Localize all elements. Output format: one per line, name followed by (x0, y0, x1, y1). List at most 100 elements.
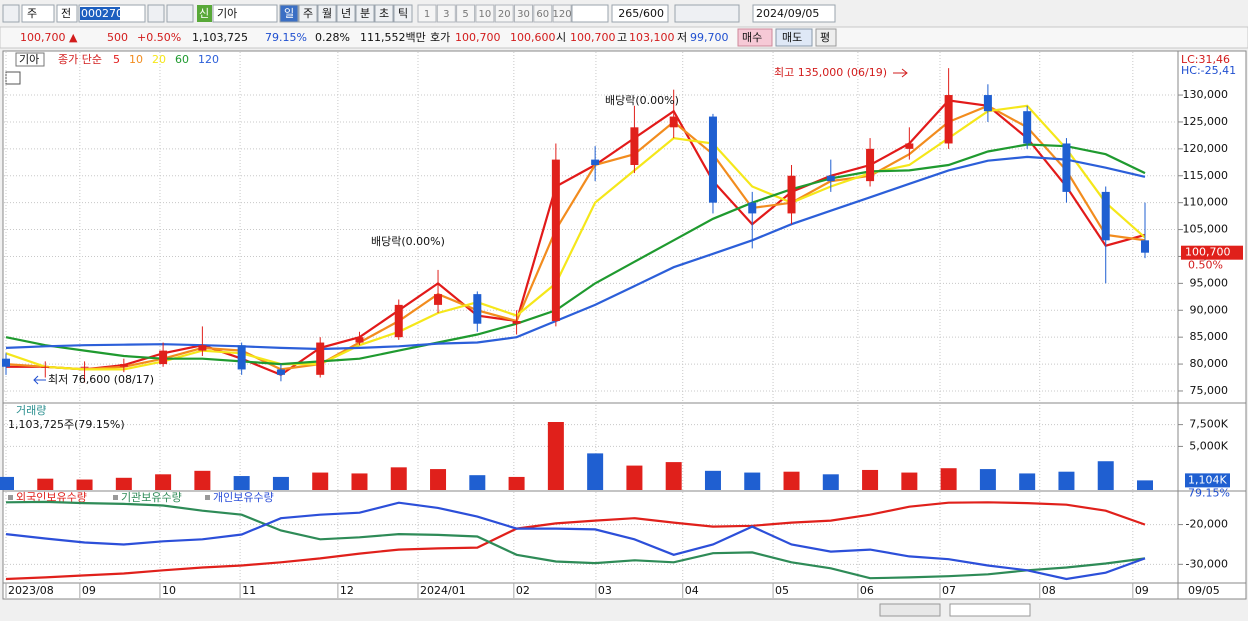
count: 265/600 (618, 7, 664, 20)
x-tick-label: 12 (340, 584, 354, 597)
prev: 전 (61, 7, 71, 20)
last-price: 100,700 (1185, 246, 1231, 259)
interval-button[interactable] (494, 4, 514, 23)
change: 500 (107, 31, 128, 44)
x-tick-label: 11 (242, 584, 256, 597)
series-line (5, 501, 1146, 581)
badge-box (197, 5, 212, 22)
x-tick-label: 02 (516, 584, 530, 597)
period-button[interactable] (298, 4, 318, 23)
menu-button[interactable] (2, 4, 20, 23)
interval-button[interactable] (514, 4, 533, 23)
candle-body (748, 202, 757, 214)
scroll-track[interactable] (949, 603, 1031, 617)
volume-bar (37, 478, 54, 490)
x-tick-label: 04 (685, 584, 699, 597)
y-tick-label: 90,000 (1190, 303, 1229, 316)
y-tick-label: 110,000 (1183, 196, 1229, 209)
date-input[interactable] (752, 4, 836, 23)
volume-bar (508, 476, 525, 490)
last-volume-rate: 79.15% (1188, 486, 1230, 499)
low: 99,700 (690, 31, 729, 44)
volume-bar (901, 472, 918, 490)
price: 100,700 ▲ (20, 31, 78, 44)
prev-button[interactable] (56, 4, 78, 23)
candle-body (1141, 240, 1149, 253)
bid-label: 호가 (430, 31, 450, 44)
period-button[interactable] (393, 4, 413, 23)
interval: 60 (536, 9, 549, 20)
candle-body (866, 148, 875, 182)
badge: 신 (199, 7, 209, 20)
candle-body (434, 294, 443, 305)
interval-button[interactable] (456, 4, 476, 23)
search-button[interactable] (147, 4, 165, 23)
y-tick-label: 130,000 (1183, 88, 1229, 101)
y-tick-label: 115,000 (1183, 169, 1229, 182)
volume-bar (233, 476, 250, 490)
interval-button[interactable] (533, 4, 553, 23)
candle-body (669, 116, 678, 128)
nav-buttons[interactable] (879, 603, 941, 617)
interval: 30 (517, 9, 530, 20)
y-tick-label: 105,000 (1183, 223, 1229, 236)
x-tick-label: 07 (942, 584, 956, 597)
code: 000270 (81, 7, 123, 20)
eval: 평 (820, 31, 830, 44)
x-tick-label: 09 (1135, 584, 1149, 597)
legend-entry: 외국인보유수량 (16, 491, 87, 504)
interval: 5 (462, 9, 468, 20)
count-box[interactable] (611, 4, 669, 23)
candle-body (276, 369, 285, 375)
candle-body (591, 159, 600, 165)
legend-title: 종가 단순 (58, 53, 102, 66)
annotation: 최저 76,600 (08/17) (48, 373, 154, 386)
open-label: 시 (556, 31, 566, 44)
annotation: 최고 135,000 (06/19) (774, 66, 887, 79)
candle-body (944, 95, 953, 144)
volume-bar (547, 422, 564, 490)
annotation-arrow (33, 375, 46, 385)
low-label: 저 (677, 31, 687, 44)
vol-rate: 79.15% (265, 31, 307, 44)
legend-entry: 5 (113, 53, 120, 66)
period-button[interactable] (374, 4, 394, 23)
series-line (5, 155, 1146, 351)
name-input[interactable] (212, 4, 278, 23)
table-icon[interactable] (5, 71, 21, 85)
interval-button[interactable] (417, 4, 437, 23)
period-button[interactable] (317, 4, 337, 23)
x-tick-label: 2024/01 (420, 584, 466, 597)
x-tick-label: 10 (162, 584, 176, 597)
period-button[interactable] (355, 4, 375, 23)
period-button[interactable] (279, 4, 299, 23)
blank-select[interactable] (571, 4, 609, 23)
lc-label: LC:31,46 (1181, 53, 1230, 66)
amount: 111,552백만 (360, 31, 426, 44)
last-volume-box (1185, 473, 1230, 488)
buy-button[interactable] (737, 28, 773, 47)
legend-marker (8, 495, 13, 500)
period-button[interactable] (336, 4, 356, 23)
candle-body (1023, 111, 1032, 144)
interval: 3 (443, 9, 449, 20)
legend-entry: 120 (198, 53, 219, 66)
high: 103,100 (629, 31, 675, 44)
interval-button[interactable] (475, 4, 495, 23)
series-line (5, 500, 1146, 580)
volume-bar (862, 469, 879, 490)
title-box (15, 52, 45, 67)
eval-button[interactable] (815, 28, 837, 47)
y-tick-label: 120,000 (1183, 142, 1229, 155)
candle-body (237, 345, 246, 370)
sell-button[interactable] (775, 28, 813, 47)
interval-button[interactable] (436, 4, 456, 23)
tool-buttons[interactable] (674, 4, 740, 23)
sound-button[interactable] (166, 4, 194, 23)
market-select[interactable] (21, 4, 55, 23)
interval-button[interactable] (552, 4, 572, 23)
code-highlight (80, 7, 120, 20)
open: 100,700 (570, 31, 616, 44)
candle-body (826, 175, 835, 182)
annotation: 배당락(0.00%) (371, 235, 445, 248)
